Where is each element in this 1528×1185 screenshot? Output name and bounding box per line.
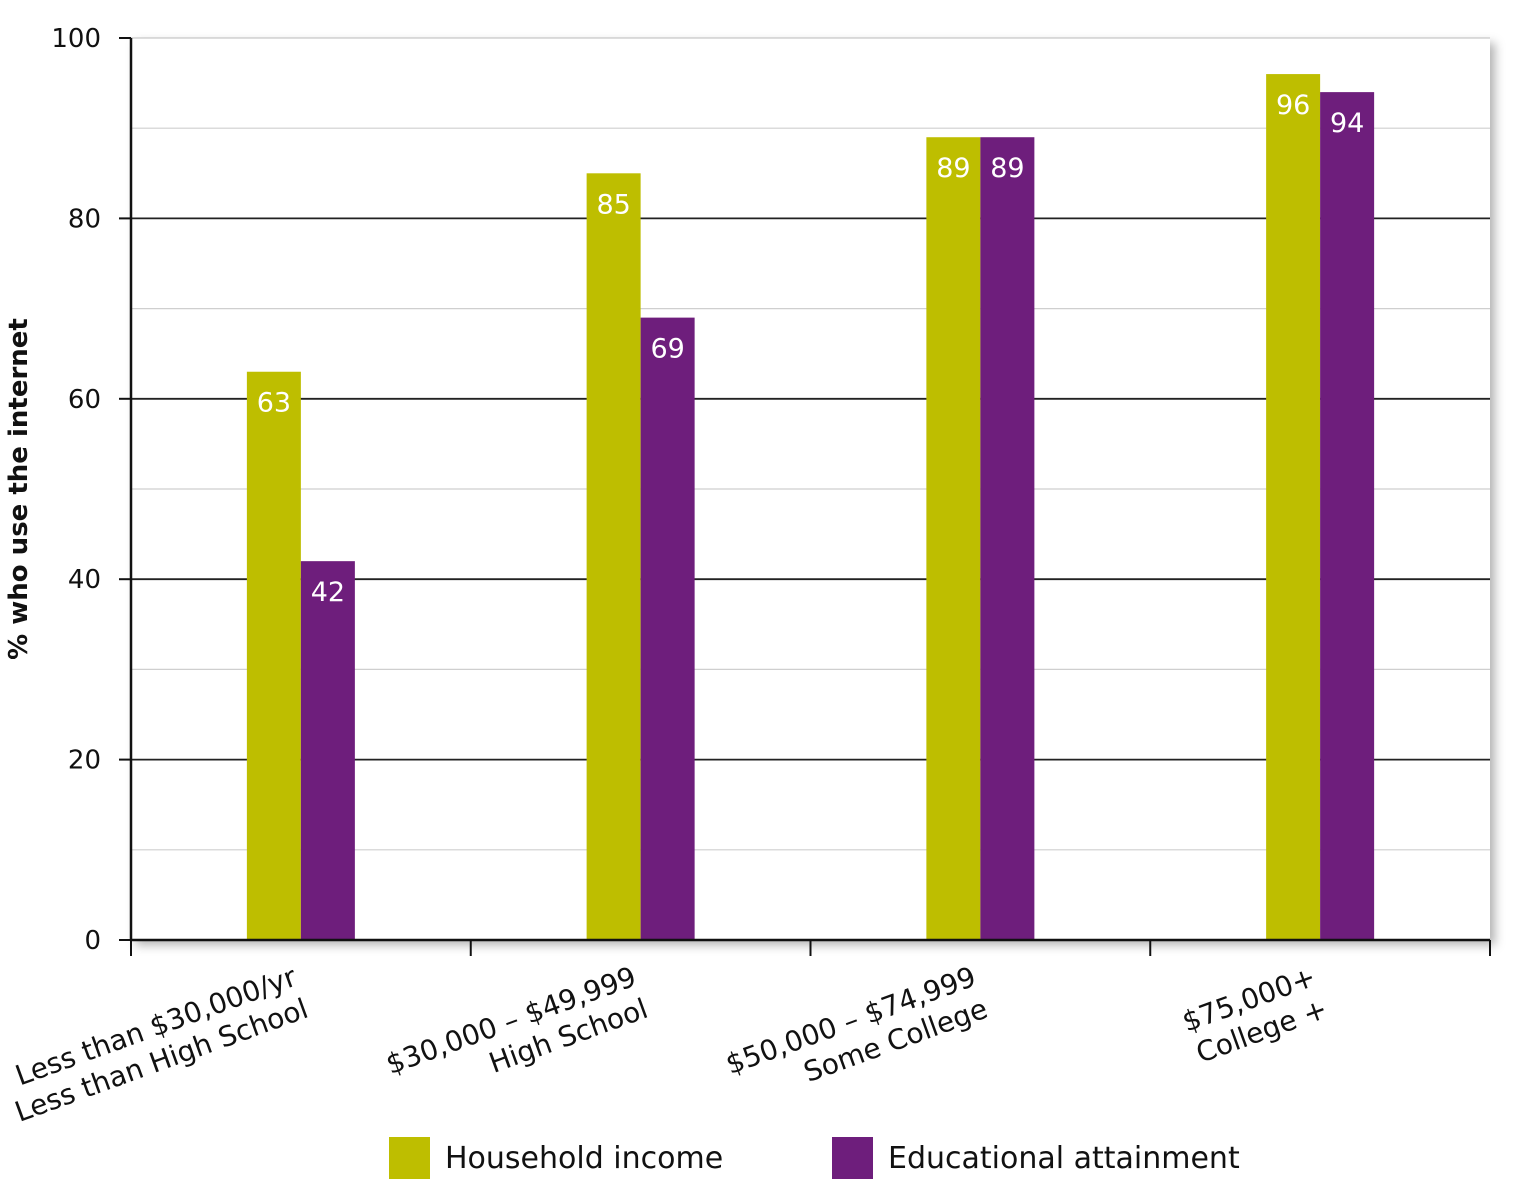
y-tick-label: 0 [84, 926, 101, 956]
bar-educational-attainment [300, 561, 355, 940]
x-category-label: $75,000+College + [1178, 960, 1332, 1071]
y-tick-label: 60 [68, 385, 101, 415]
y-tick-label: 80 [68, 204, 101, 234]
legend-label: Household income [445, 1141, 723, 1176]
y-tick-label: 100 [51, 24, 101, 54]
bar-value-label: 96 [1276, 90, 1310, 121]
y-tick-label: 40 [68, 565, 101, 595]
x-category-label: Less than $30,000/yrLess than High Schoo… [0, 960, 313, 1129]
bar-value-label: 89 [936, 153, 970, 184]
bar-value-label: 42 [311, 577, 345, 608]
bar-household-income [926, 137, 981, 941]
bar-value-label: 89 [990, 153, 1024, 184]
bar-value-label: 69 [650, 334, 684, 365]
bar-household-income [586, 173, 641, 941]
bar-educational-attainment [1320, 92, 1375, 941]
gridlines [131, 37, 1490, 851]
y-tick-label: 20 [68, 746, 101, 776]
legend: Household income Educational attainment [389, 1137, 1240, 1179]
bars [246, 74, 1375, 941]
x-category-label: $30,000 – $49,999High School [382, 960, 652, 1113]
bar-educational-attainment [980, 137, 1035, 941]
bar-value-label: 85 [596, 189, 630, 220]
x-category-label: $50,000 – $74,999Some College [721, 960, 991, 1113]
bar-household-income [246, 371, 301, 940]
y-axis-title: % who use the internet [4, 318, 34, 660]
legend-label: Educational attainment [888, 1141, 1240, 1176]
legend-swatch [389, 1137, 430, 1179]
bar-educational-attainment [640, 317, 695, 940]
axes [119, 37, 1491, 956]
bar-value-label: 94 [1330, 108, 1364, 139]
legend-swatch [832, 1137, 873, 1179]
bar-household-income [1266, 74, 1321, 940]
bar-value-label: 63 [257, 388, 291, 419]
